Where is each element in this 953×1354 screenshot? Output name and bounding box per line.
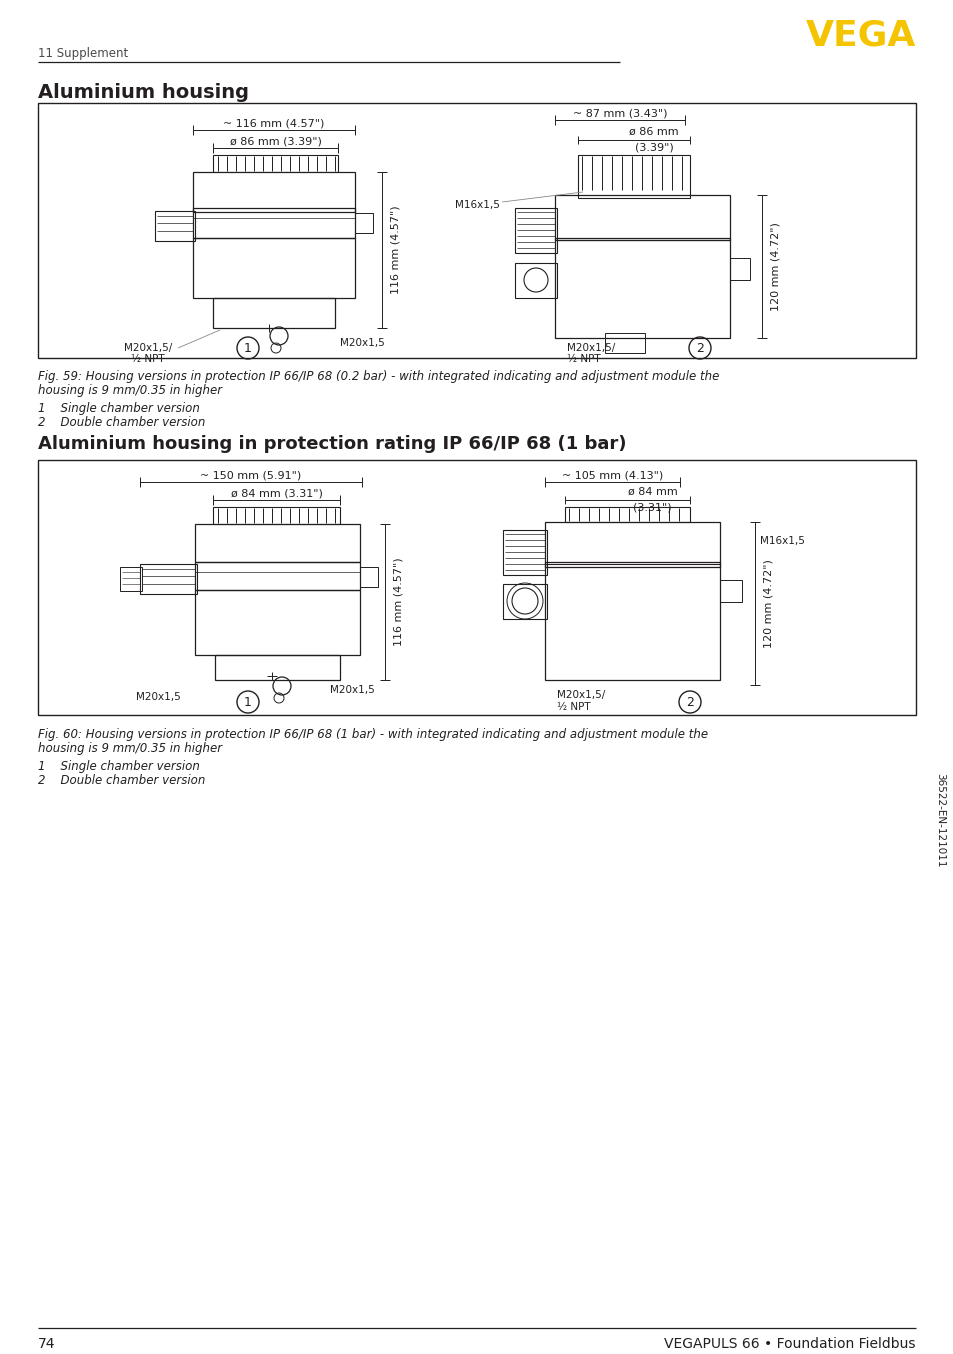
Bar xyxy=(578,154,689,198)
Bar xyxy=(213,298,335,328)
Text: ø 86 mm (3.39"): ø 86 mm (3.39") xyxy=(230,135,321,146)
Bar xyxy=(564,506,689,523)
Bar xyxy=(193,172,355,213)
Bar xyxy=(515,209,557,253)
Text: Fig. 60: Housing versions in protection IP 66/IP 68 (1 bar) - with integrated in: Fig. 60: Housing versions in protection … xyxy=(38,728,707,741)
Text: ø 84 mm (3.31"): ø 84 mm (3.31") xyxy=(231,487,322,498)
Bar xyxy=(154,211,194,241)
Text: 120 mm (4.72"): 120 mm (4.72") xyxy=(763,559,773,649)
Text: 1: 1 xyxy=(244,341,252,355)
Bar xyxy=(729,259,749,280)
Text: 1    Single chamber version: 1 Single chamber version xyxy=(38,760,200,773)
Text: 36522-EN-121011: 36522-EN-121011 xyxy=(934,773,944,868)
Text: 120 mm (4.72"): 120 mm (4.72") xyxy=(770,222,781,311)
Text: 116 mm (4.57"): 116 mm (4.57") xyxy=(391,206,400,294)
Bar xyxy=(355,213,373,233)
Text: (3.39"): (3.39") xyxy=(634,144,673,153)
Text: M16x1,5: M16x1,5 xyxy=(455,200,499,210)
Text: (3.31"): (3.31") xyxy=(633,502,671,513)
Text: 2    Double chamber version: 2 Double chamber version xyxy=(38,774,205,787)
Text: 2: 2 xyxy=(685,696,693,708)
Bar xyxy=(544,562,720,680)
Text: ½ NPT: ½ NPT xyxy=(557,701,590,712)
Text: ½ NPT: ½ NPT xyxy=(566,353,600,364)
Text: M20x1,5/: M20x1,5/ xyxy=(557,691,604,700)
Bar xyxy=(140,565,196,594)
Bar xyxy=(194,590,359,655)
Bar xyxy=(213,506,339,524)
Text: ~ 87 mm (3.43"): ~ 87 mm (3.43") xyxy=(572,108,666,118)
Text: M20x1,5: M20x1,5 xyxy=(339,338,384,348)
Text: ~ 116 mm (4.57"): ~ 116 mm (4.57") xyxy=(223,118,324,129)
Text: 1    Single chamber version: 1 Single chamber version xyxy=(38,402,200,414)
Text: M20x1,5/: M20x1,5/ xyxy=(566,343,615,353)
Text: ~ 150 mm (5.91"): ~ 150 mm (5.91") xyxy=(200,470,301,481)
Bar xyxy=(502,529,546,575)
Text: M20x1,5/: M20x1,5/ xyxy=(124,343,172,353)
Bar xyxy=(544,523,720,567)
Bar xyxy=(214,655,339,680)
Bar xyxy=(194,562,359,590)
Text: ø 86 mm: ø 86 mm xyxy=(629,127,679,137)
Text: VEGA: VEGA xyxy=(804,18,915,51)
Bar xyxy=(515,263,557,298)
Text: 1: 1 xyxy=(244,696,252,708)
Text: housing is 9 mm/0.35 in higher: housing is 9 mm/0.35 in higher xyxy=(38,742,222,756)
Bar xyxy=(38,103,915,357)
Bar xyxy=(555,238,729,338)
Text: M20x1,5: M20x1,5 xyxy=(330,685,375,695)
Text: 2: 2 xyxy=(696,341,703,355)
Bar xyxy=(193,238,355,298)
Text: Fig. 59: Housing versions in protection IP 66/IP 68 (0.2 bar) - with integrated : Fig. 59: Housing versions in protection … xyxy=(38,370,719,383)
Text: 2    Double chamber version: 2 Double chamber version xyxy=(38,416,205,429)
Bar xyxy=(604,333,644,353)
Bar xyxy=(120,567,142,590)
Text: 11 Supplement: 11 Supplement xyxy=(38,47,128,60)
Text: M20x1,5: M20x1,5 xyxy=(135,692,180,701)
Text: Aluminium housing: Aluminium housing xyxy=(38,83,249,102)
Text: VEGAPULS 66 • Foundation Fieldbus: VEGAPULS 66 • Foundation Fieldbus xyxy=(664,1336,915,1351)
Bar xyxy=(193,209,355,238)
Text: 74: 74 xyxy=(38,1336,55,1351)
Text: 116 mm (4.57"): 116 mm (4.57") xyxy=(394,558,403,646)
Bar xyxy=(213,154,337,172)
Text: ½ NPT: ½ NPT xyxy=(132,353,165,364)
Bar xyxy=(38,460,915,715)
Text: ~ 105 mm (4.13"): ~ 105 mm (4.13") xyxy=(561,470,662,481)
Bar xyxy=(720,580,741,603)
Bar xyxy=(502,584,546,619)
Bar xyxy=(555,195,729,240)
Text: housing is 9 mm/0.35 in higher: housing is 9 mm/0.35 in higher xyxy=(38,385,222,397)
Bar xyxy=(359,567,377,588)
Text: M16x1,5: M16x1,5 xyxy=(760,536,804,546)
Text: ø 84 mm: ø 84 mm xyxy=(627,487,677,497)
Bar xyxy=(194,524,359,562)
Text: Aluminium housing in protection rating IP 66/IP 68 (1 bar): Aluminium housing in protection rating I… xyxy=(38,435,626,454)
